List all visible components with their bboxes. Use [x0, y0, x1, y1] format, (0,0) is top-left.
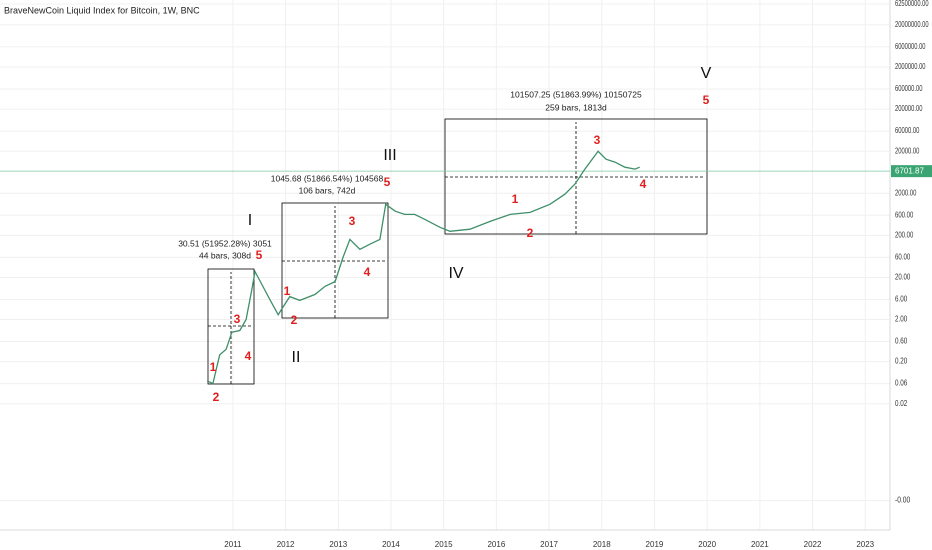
x-tick-label: 2019 [646, 540, 664, 549]
x-tick-label: 2012 [277, 540, 295, 549]
measure-label: 44 bars, 308d [199, 250, 251, 260]
count-label: 4 [640, 177, 647, 191]
count-label: 1 [210, 360, 217, 374]
y-tick-label: 600.00 [895, 210, 914, 219]
y-tick-label: 200000.00 [895, 104, 923, 113]
count-label: 5 [703, 93, 710, 107]
x-tick-label: 2023 [856, 540, 874, 549]
count-label: 5 [384, 175, 391, 189]
count-label: 3 [594, 133, 601, 147]
x-tick-label: 2022 [804, 540, 822, 549]
wave-label: II [292, 349, 301, 366]
y-tick-label: 62500000.00 [895, 0, 929, 8]
last-price-tag [891, 165, 932, 178]
wave-label: III [383, 147, 396, 164]
y-tick-label: 600000.00 [895, 84, 923, 93]
y-tick-label: 6000000.00 [895, 42, 926, 51]
count-label: 2 [527, 226, 534, 240]
count-label: 4 [364, 265, 371, 279]
count-label: 2 [213, 390, 220, 404]
measure-label: 259 bars, 1813d [545, 102, 607, 112]
y-tick-label: 2.00 [895, 315, 908, 324]
y-tick-label: 60000.00 [895, 126, 920, 135]
y-tick-label: 0.02 [895, 399, 908, 408]
measure-label: 30.51 (51952.28%) 3051 [178, 238, 272, 248]
y-tick-label: -0.00 [895, 496, 911, 505]
y-tick-label: 20.00 [895, 273, 911, 282]
x-tick-label: 2015 [435, 540, 453, 549]
x-tick-label: 2014 [382, 540, 400, 549]
y-tick-label: 0.20 [895, 357, 908, 366]
count-label: 4 [245, 349, 252, 363]
y-tick-label: 2000.00 [895, 188, 917, 197]
price-line [206, 150, 640, 385]
x-tick-label: 2020 [698, 540, 716, 549]
x-tick-label: 2021 [751, 540, 769, 549]
count-label: 5 [256, 248, 263, 262]
y-tick-label: 20000.00 [895, 146, 920, 155]
y-tick-label: 0.60 [895, 337, 908, 346]
x-tick-label: 2017 [540, 540, 558, 549]
y-tick-label: 0.06 [895, 379, 908, 388]
count-label: 3 [234, 312, 241, 326]
y-tick-label: 60.00 [895, 252, 911, 261]
chart-title: BraveNewCoin Liquid Index for Bitcoin, 1… [4, 5, 200, 15]
y-tick-label: 2000000.00 [895, 62, 926, 71]
last-price-label: 6701.87 [895, 166, 924, 175]
measure-label: 101507.25 (51863.99%) 10150725 [510, 89, 642, 99]
x-tick-label: 2011 [224, 540, 242, 549]
x-tick-label: 2018 [593, 540, 611, 549]
measure-label: 1045.68 (51866.54%) 104568 [271, 173, 384, 183]
x-tick-label: 2013 [329, 540, 347, 549]
y-tick-label: 6.00 [895, 295, 908, 304]
count-label: 1 [512, 192, 519, 206]
x-tick-label: 2016 [487, 540, 505, 549]
measure-label: 106 bars, 742d [299, 185, 356, 195]
wave-label: V [701, 65, 712, 82]
y-tick-label: 20000000.00 [895, 20, 929, 29]
count-label: 1 [284, 284, 291, 298]
count-label: 3 [349, 214, 356, 228]
y-tick-label: 200.00 [895, 230, 914, 239]
wave-label: IV [448, 265, 463, 282]
grid [0, 0, 890, 530]
measure-boxes [207, 118, 708, 385]
count-label: 2 [291, 313, 298, 327]
wave-label: I [248, 212, 252, 229]
